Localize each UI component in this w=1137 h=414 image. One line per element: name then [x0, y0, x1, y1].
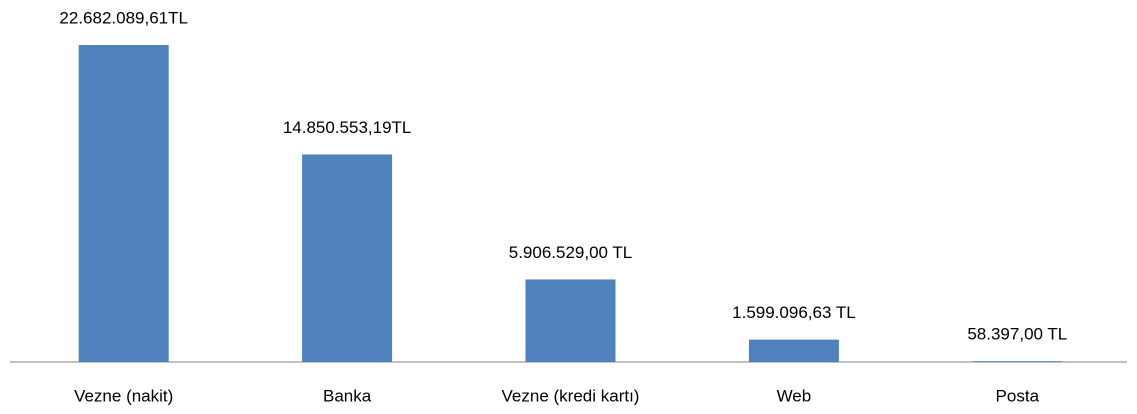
data-label: 22.682.089,61TL — [59, 8, 188, 27]
data-label: 14.850.553,19TL — [283, 118, 412, 137]
bar — [525, 279, 616, 362]
bar — [748, 339, 839, 362]
data-label: 58.397,00 TL — [967, 325, 1067, 344]
bar — [78, 45, 169, 362]
x-tick-label: Posta — [996, 386, 1040, 405]
x-tick-label: Web — [777, 386, 812, 405]
x-tick-label: Vezne (kredi kartı) — [502, 386, 640, 405]
data-label: 5.906.529,00 TL — [509, 243, 633, 262]
data-label: 1.599.096,63 TL — [732, 303, 856, 322]
bar — [972, 361, 1063, 362]
x-tick-label: Vezne (nakit) — [74, 386, 173, 405]
x-tick-label: Banka — [323, 386, 372, 405]
bar — [302, 154, 393, 362]
